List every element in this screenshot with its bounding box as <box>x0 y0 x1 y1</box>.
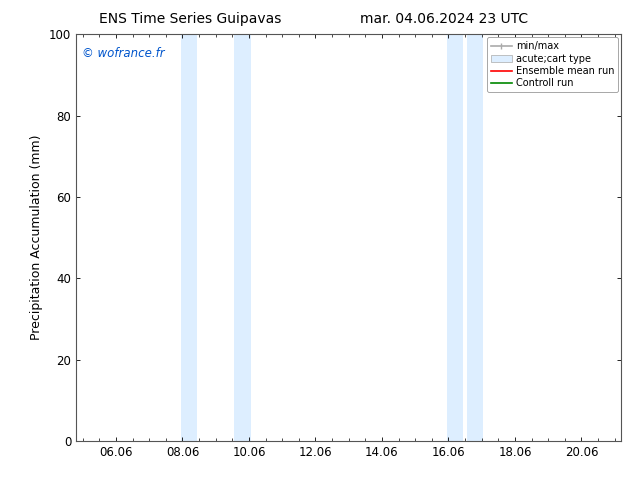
Legend: min/max, acute;cart type, Ensemble mean run, Controll run: min/max, acute;cart type, Ensemble mean … <box>487 37 618 92</box>
Bar <box>181 34 197 441</box>
Y-axis label: Precipitation Accumulation (mm): Precipitation Accumulation (mm) <box>30 135 43 341</box>
Bar <box>234 34 250 441</box>
Text: © wofrance.fr: © wofrance.fr <box>82 47 164 59</box>
Bar <box>467 34 483 441</box>
Text: mar. 04.06.2024 23 UTC: mar. 04.06.2024 23 UTC <box>359 12 528 26</box>
Text: ENS Time Series Guipavas: ENS Time Series Guipavas <box>99 12 281 26</box>
Bar <box>447 34 463 441</box>
